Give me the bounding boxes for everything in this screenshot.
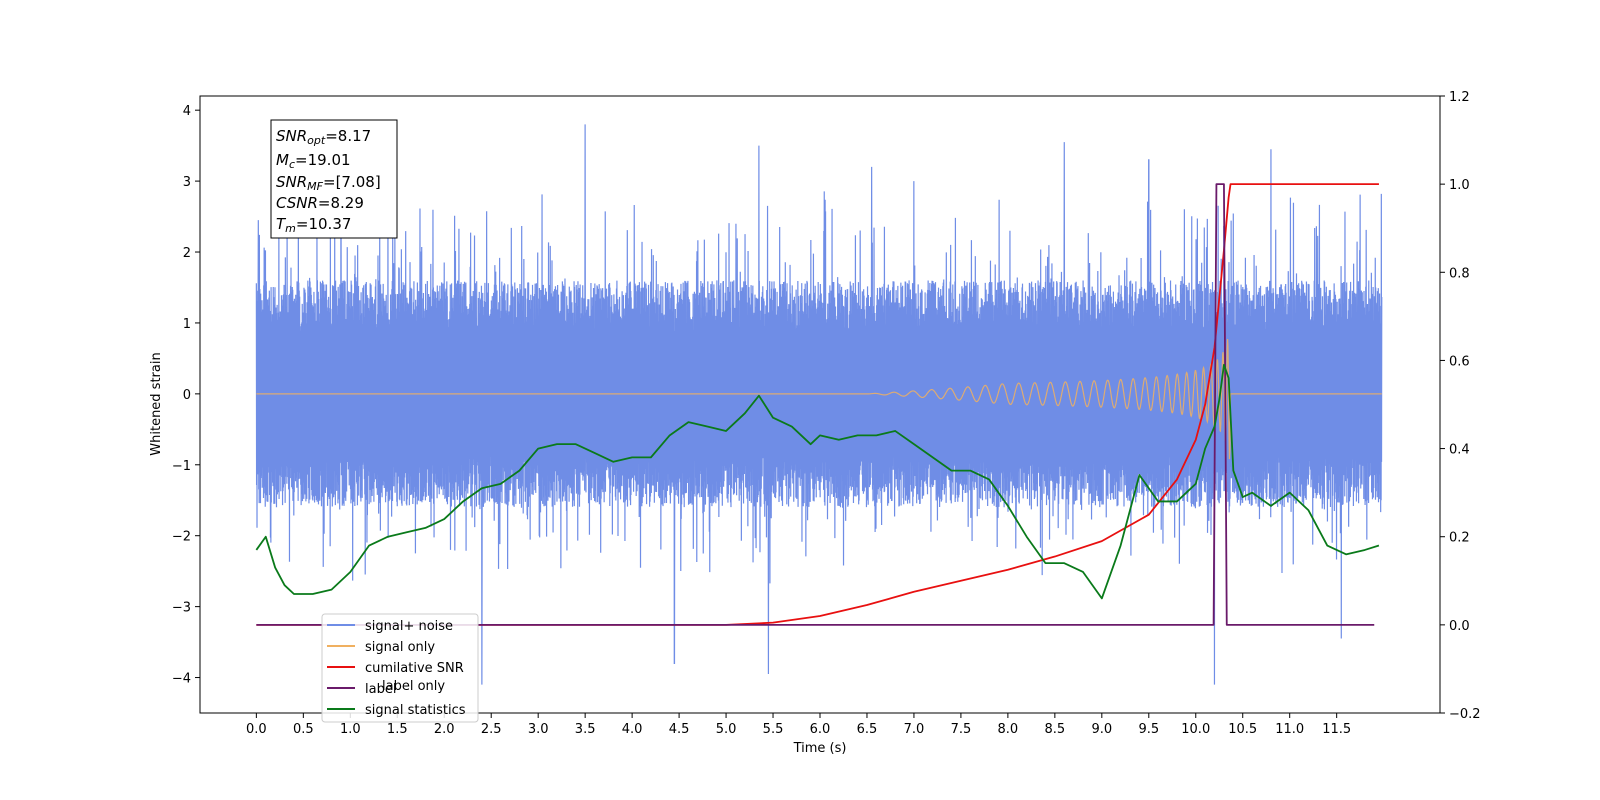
y-tick-label-left: −1 xyxy=(172,459,191,474)
legend-label-signal-only: signal only xyxy=(365,640,435,655)
x-tick-label: 0.0 xyxy=(246,722,267,737)
x-tick-label: 10.5 xyxy=(1228,722,1257,737)
info-box-frame xyxy=(270,119,398,239)
info-line-mc: Mc=19.01 xyxy=(276,151,351,171)
x-tick-label: 2.0 xyxy=(434,722,455,737)
x-tick-label: 5.0 xyxy=(716,722,737,737)
y-tick-label-left: −4 xyxy=(172,672,191,687)
y-tick-label-right: 1.0 xyxy=(1449,178,1470,193)
legend-frame xyxy=(321,613,479,723)
y-tick-label-left: −3 xyxy=(172,601,191,616)
x-tick-label: 8.0 xyxy=(998,722,1019,737)
info-box: SNRopt=8.17 Mc=19.01 SNRMF=[7.08] CSNR=8… xyxy=(270,119,398,239)
legend-label-signal-noise: signal+ noise xyxy=(365,619,453,634)
x-tick-label: 6.5 xyxy=(857,722,878,737)
series-label xyxy=(256,183,1375,626)
info-line-csnr: CSNR=8.29 xyxy=(276,194,364,212)
y-tick-label-left: −2 xyxy=(172,530,191,545)
x-tick-label: 1.0 xyxy=(340,722,361,737)
x-tick-label: 11.5 xyxy=(1322,722,1351,737)
legend-label-signal-statistics: signal statistics xyxy=(365,703,466,718)
series-signal-noise xyxy=(255,124,1383,685)
x-tick-label: 2.5 xyxy=(481,722,502,737)
y-tick-label-right: −0.2 xyxy=(1449,707,1481,722)
legend: label only signal+ noise signal only cum… xyxy=(321,613,479,723)
info-line-tm: Tm=10.37 xyxy=(276,215,351,235)
x-tick-label: 8.5 xyxy=(1045,722,1066,737)
y-tick-label-right: 1.2 xyxy=(1449,90,1470,105)
x-tick-label: 6.0 xyxy=(810,722,831,737)
y-tick-label-right: 0.4 xyxy=(1449,443,1470,458)
x-tick-label: 5.5 xyxy=(763,722,784,737)
y-tick-label-right: 0.6 xyxy=(1449,354,1470,369)
y-tick-label-left: 3 xyxy=(183,175,191,190)
x-tick-label: 1.5 xyxy=(387,722,408,737)
y-tick-label-right: 0.0 xyxy=(1449,619,1470,634)
x-tick-label: 7.0 xyxy=(904,722,925,737)
legend-label-label: label xyxy=(365,682,396,697)
y-tick-label-right: 0.2 xyxy=(1449,531,1470,546)
info-line-snr-opt: SNRopt=8.17 xyxy=(276,127,371,147)
y-tick-label-left: 2 xyxy=(183,246,191,261)
y-axis-label: Whitened strain xyxy=(149,352,164,455)
series-signal-statistics xyxy=(255,363,1380,600)
legend-label-cumulative-snr: cumilative SNR xyxy=(365,661,464,676)
x-tick-label: 3.5 xyxy=(575,722,596,737)
x-tick-label: 9.5 xyxy=(1138,722,1159,737)
x-axis-label: Time (s) xyxy=(793,741,847,756)
y-tick-label-left: 4 xyxy=(183,104,191,119)
info-line-snr-mf: SNRMF=[7.08] xyxy=(276,173,381,193)
x-tick-label: 4.0 xyxy=(622,722,643,737)
legend-ghost-text: label only xyxy=(382,679,445,694)
x-tick-label: 9.0 xyxy=(1091,722,1112,737)
series-signal-only xyxy=(256,339,1382,460)
y-tick-label-left: 0 xyxy=(183,388,191,403)
x-tick-label: 4.5 xyxy=(669,722,690,737)
x-tick-label: 3.0 xyxy=(528,722,549,737)
y-tick-label-left: 1 xyxy=(183,317,191,332)
y-tick-label-right: 0.8 xyxy=(1449,266,1470,281)
x-tick-label: 11.0 xyxy=(1275,722,1304,737)
x-tick-label: 10.0 xyxy=(1181,722,1210,737)
x-tick-label: 0.5 xyxy=(293,722,314,737)
x-tick-label: 7.5 xyxy=(951,722,972,737)
